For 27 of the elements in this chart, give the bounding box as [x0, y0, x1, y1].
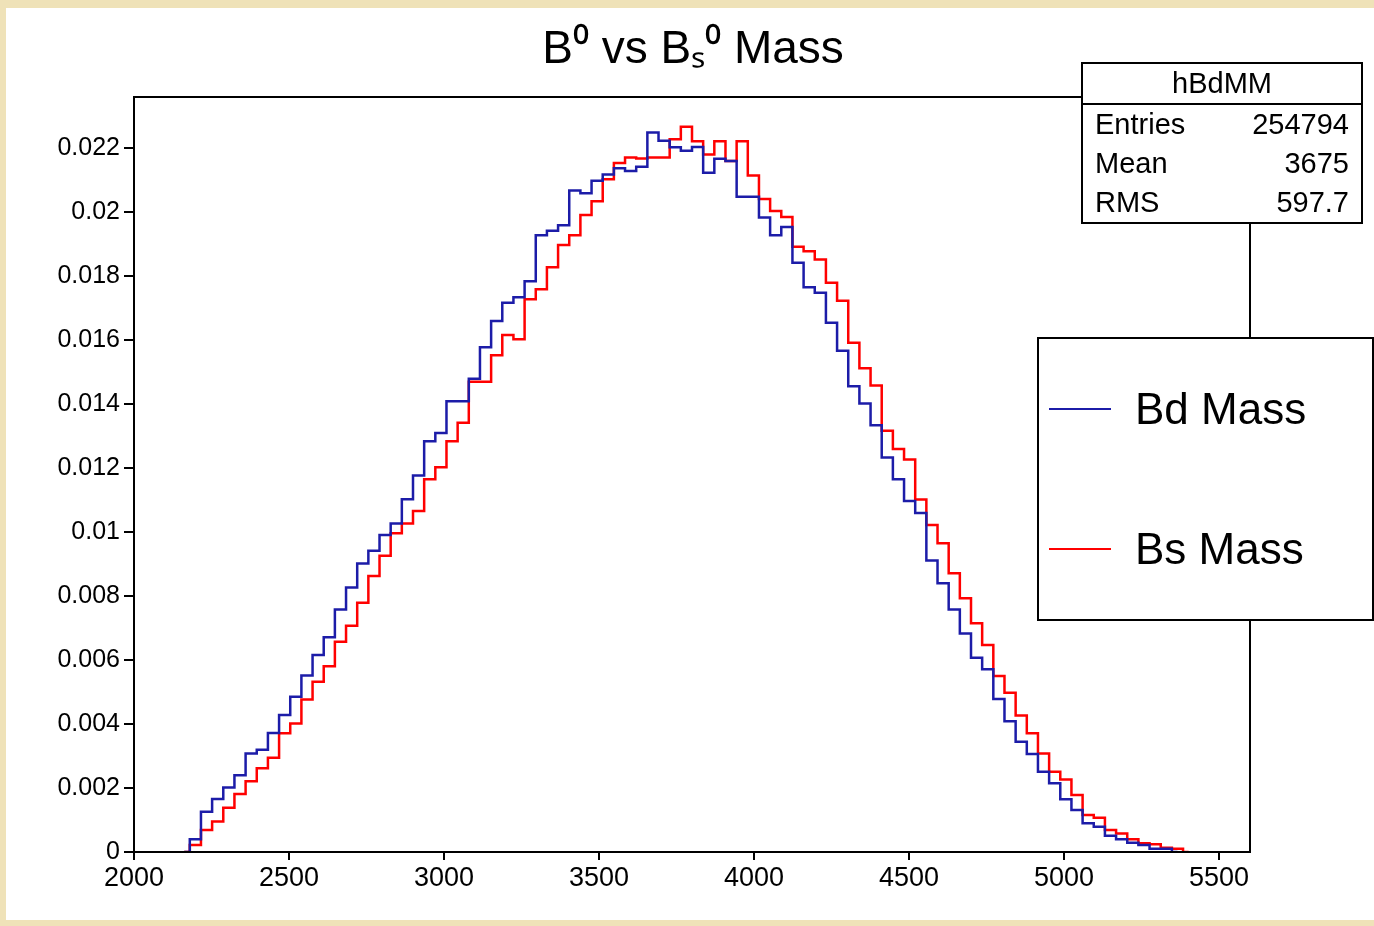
text: RMS 597.7: [1095, 186, 1349, 218]
annotation: hBdMM: [1083, 64, 1361, 105]
y-tick-label: 0.01: [71, 515, 120, 544]
text: Entries 254794: [1095, 108, 1349, 140]
y-tick-label: 0.018: [57, 260, 120, 289]
x-tick-label: 3500: [568, 861, 630, 892]
legend-label: Bd Mass: [1135, 384, 1307, 434]
y-tick-label: 0.008: [57, 579, 120, 608]
y-tick-label: 0.016: [57, 324, 120, 353]
x-tick-label: 2000: [103, 861, 165, 892]
chart-title: B⁰ vs Bₛ⁰ Mass: [541, 20, 845, 75]
y-tick-label: 0.012: [57, 451, 120, 480]
y-tick-label: 0.022: [57, 132, 120, 161]
legend-label: Bs Mass: [1135, 524, 1304, 574]
x-tick-label: 2500: [258, 861, 320, 892]
y-tick-label: 0.02: [71, 196, 120, 225]
x-tick-label: 3000: [413, 861, 475, 892]
y-tick-label: 0: [106, 835, 120, 864]
x-tick-label: 5500: [1188, 861, 1250, 892]
x-tick-label: 4500: [878, 861, 940, 892]
x-tick-label: 5000: [1033, 861, 1095, 892]
y-tick-label: 0.004: [57, 707, 121, 736]
y-tick-label: 0.006: [57, 643, 120, 672]
x-tick-label: 4000: [723, 861, 785, 892]
y-tick-label: 0.014: [57, 388, 121, 417]
text: Mean 3675: [1095, 147, 1349, 179]
y-tick-label: 0.002: [57, 771, 120, 800]
